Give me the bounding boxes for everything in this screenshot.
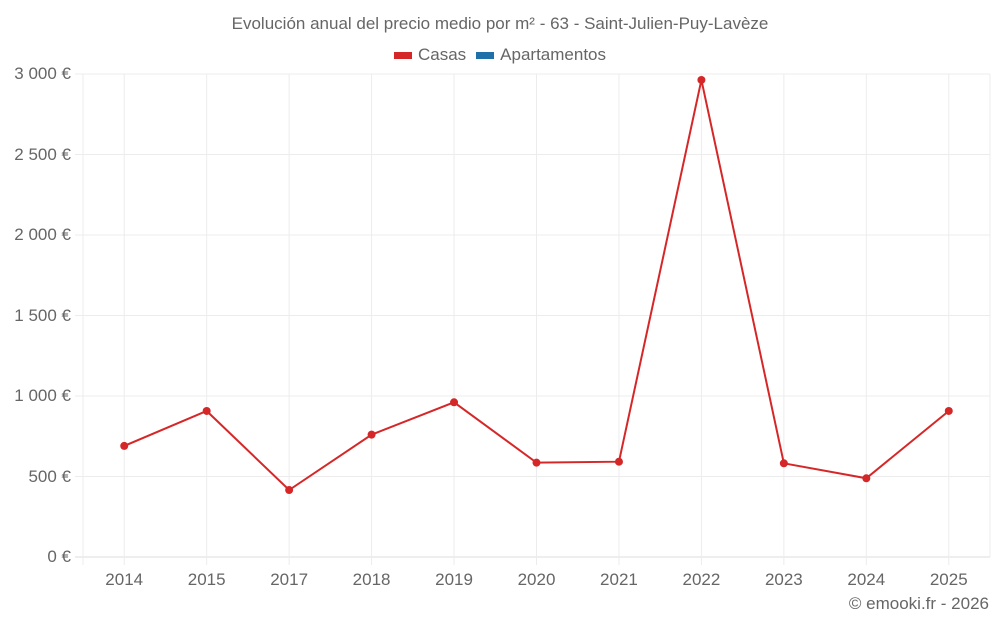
credit-text: © emooki.fr - 2026: [848, 594, 989, 613]
x-tick-label: 2017: [270, 570, 309, 589]
x-tick-label: 2022: [682, 570, 721, 589]
chart-legend: Casas Apartamentos: [0, 45, 1000, 65]
data-point[interactable]: [367, 430, 376, 439]
y-tick-label: 3 000 €: [14, 64, 71, 83]
legend-swatch-apartamentos: [476, 51, 495, 59]
legend-item-apartamentos[interactable]: Apartamentos: [476, 45, 606, 65]
data-point[interactable]: [862, 474, 871, 483]
y-tick-label: 1 500 €: [14, 305, 71, 325]
y-tick-label: 2 000 €: [14, 225, 71, 244]
x-tick-label: 2025: [929, 570, 968, 589]
x-tick-label: 2021: [600, 570, 638, 589]
x-tick-label: 2024: [847, 570, 886, 589]
data-point[interactable]: [944, 406, 953, 415]
legend-label-casas: Casas: [417, 45, 467, 64]
data-point[interactable]: [779, 459, 788, 468]
chart-title: Evolución anual del precio medio por m² …: [231, 14, 769, 33]
x-tick-label: 2023: [764, 570, 803, 589]
legend-swatch-casas: [393, 51, 412, 59]
y-tick-label: 1 000 €: [14, 386, 71, 405]
data-point[interactable]: [697, 75, 706, 84]
data-point[interactable]: [120, 441, 129, 450]
data-point[interactable]: [532, 458, 541, 467]
x-tick-label: 2018: [352, 570, 391, 589]
y-tick-label: 500 €: [28, 466, 71, 486]
data-point[interactable]: [285, 486, 294, 495]
data-point[interactable]: [450, 398, 459, 407]
y-tick-label: 0 €: [47, 547, 71, 566]
x-tick-label: 2015: [187, 570, 226, 589]
legend-item-casas[interactable]: Casas: [393, 45, 467, 65]
x-tick-label: 2014: [105, 570, 144, 589]
legend-label-apartamentos: Apartamentos: [500, 45, 607, 64]
data-point[interactable]: [614, 457, 623, 466]
x-tick-label: 2020: [517, 570, 556, 589]
data-point[interactable]: [202, 406, 211, 415]
y-tick-label: 2 500 €: [14, 144, 71, 164]
x-tick-label: 2019: [435, 570, 473, 589]
